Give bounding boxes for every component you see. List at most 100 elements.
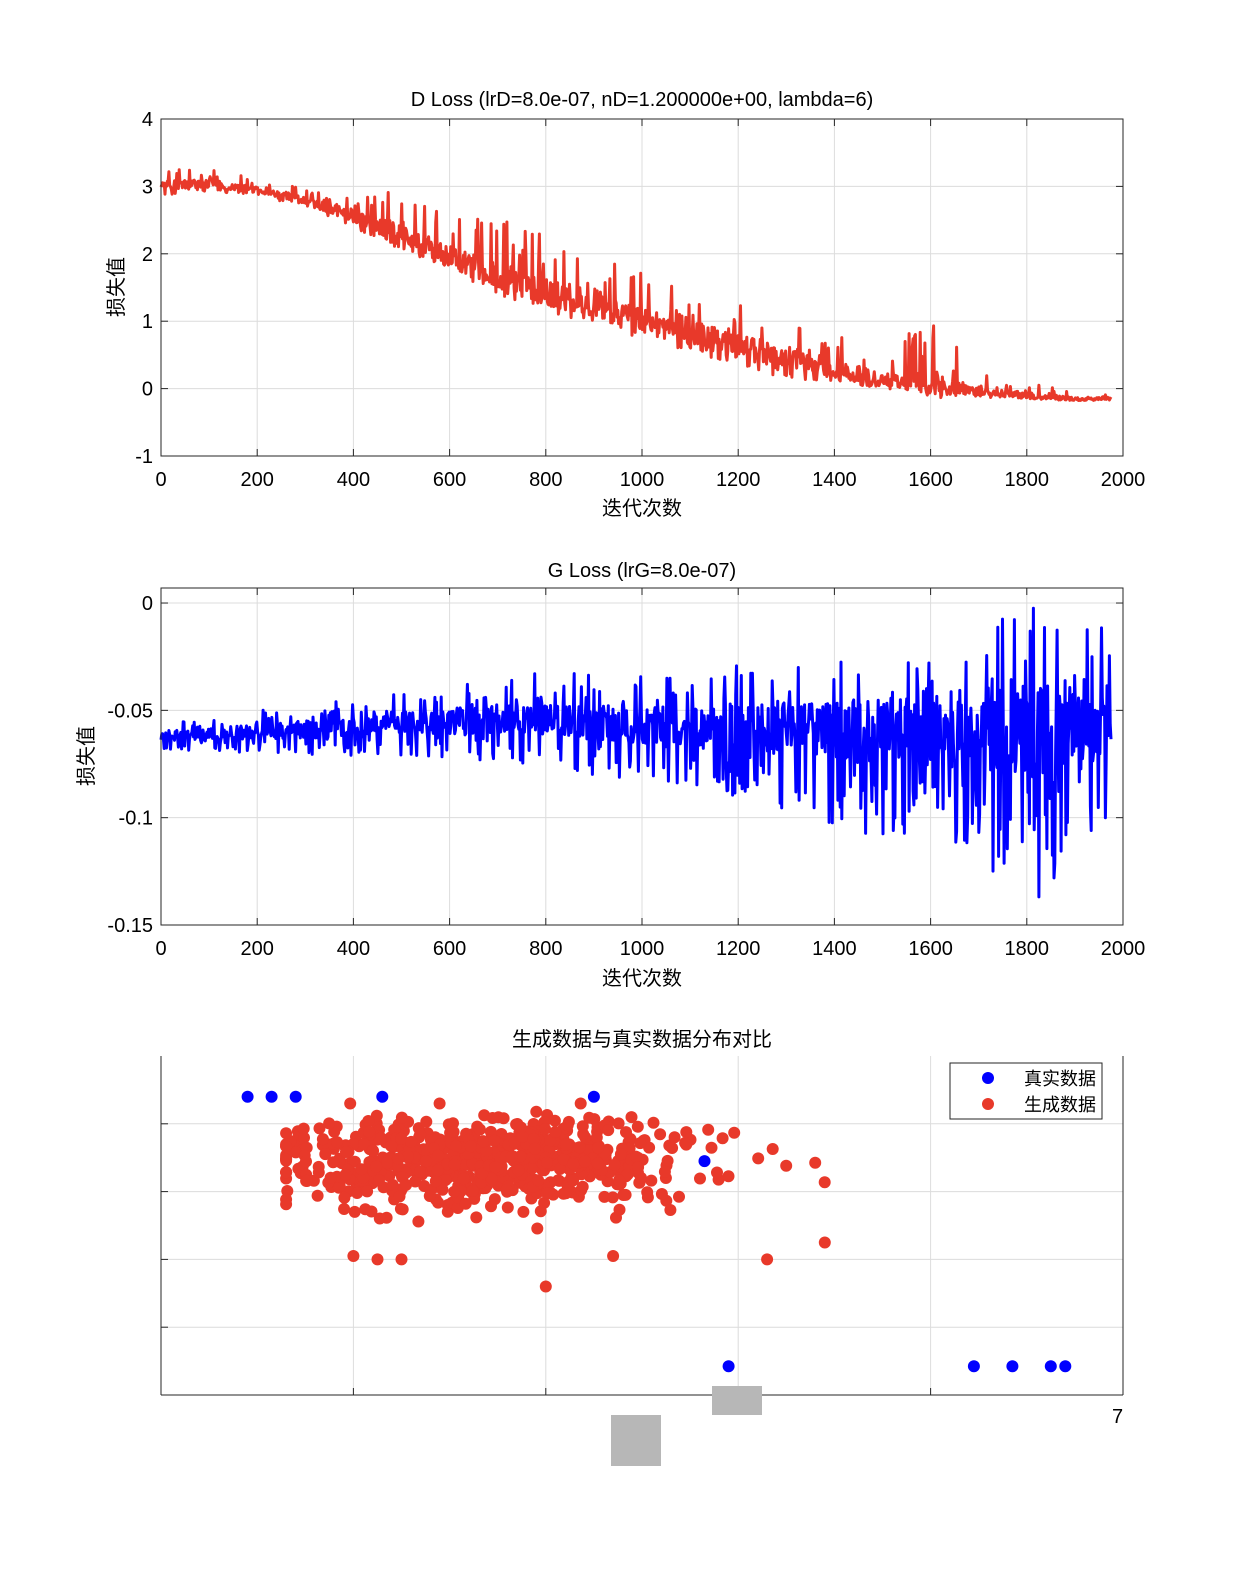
generated-point [447,1117,459,1130]
plot-frame [160,587,1124,926]
generated-point [297,1122,310,1135]
generated-point [477,1135,490,1148]
generated-point [705,1141,718,1154]
generated-point [780,1159,793,1172]
generated-point [459,1197,472,1210]
y-tick-label: 4 [142,109,153,131]
generated-point [534,1205,547,1218]
generated-point [386,1178,399,1191]
generated-point [313,1122,326,1135]
generated-point [319,1148,332,1161]
generated-point [658,1165,671,1178]
x-tick-label: 1600 [908,938,953,960]
generated-point [470,1211,483,1224]
y-axis-label: 损失值 [74,726,98,786]
generated-point [324,1171,337,1184]
generated-point [527,1133,540,1145]
generated-point [702,1123,715,1136]
generated-point [395,1132,407,1145]
generated-point [367,1144,380,1157]
y-tick-label: 0 [142,593,153,615]
x-tick-label: 0 [155,938,166,960]
real-point [241,1090,254,1103]
plot-frame [160,118,1124,457]
generated-point [514,1121,527,1134]
generated-point [280,1166,293,1179]
generated-point [370,1160,383,1173]
generated-point [327,1156,340,1169]
x-tick-label: 1000 [620,938,665,960]
generated-point [809,1156,822,1169]
generated-point [338,1203,351,1215]
generated-point [539,1280,552,1293]
generated-point [375,1132,387,1144]
generated-point [613,1174,626,1187]
generated-point [673,1190,685,1203]
y-tick-label: -0.1 [119,808,153,830]
generated-point [344,1097,357,1110]
generated-point [414,1128,427,1141]
legend-marker-real [982,1072,994,1084]
generated-point [539,1123,552,1135]
series-line [159,168,1113,402]
generated-point [312,1160,325,1173]
real-point [967,1360,980,1373]
real-point [698,1155,711,1168]
generated-point [300,1174,313,1187]
generated-point [362,1115,375,1127]
x-tick-label: 200 [241,469,274,491]
generated-point [694,1172,706,1185]
generated-point [480,1144,493,1157]
x-axis-label: 迭代次数 [602,496,682,520]
chart-title: 生成数据与真实数据分布对比 [512,1027,772,1051]
y-tick-label: 0 [142,379,153,401]
generated-point [728,1126,741,1139]
d-loss-chart: D Loss (lrD=8.0e-07, nD=1.200000e+00, la… [104,89,1145,520]
line-series-d-loss [159,168,1113,402]
real-point [289,1090,302,1103]
y-tick-labels: -0.15 -0.1 -0.05 0 [107,593,153,937]
generated-point [761,1253,774,1266]
scatter-series-generated [280,1097,831,1293]
generated-point [475,1176,488,1189]
generated-point [635,1171,647,1184]
generated-point [412,1215,425,1228]
line-series-g-loss [159,606,1113,899]
generated-point [450,1140,462,1152]
generated-point [716,1132,729,1145]
generated-point [361,1185,374,1198]
generated-point [655,1188,668,1200]
generated-point [517,1205,530,1218]
generated-point [602,1124,615,1137]
generated-point [400,1178,413,1191]
generated-point [560,1138,572,1151]
generated-point [371,1253,384,1266]
x-tick-label: 1400 [812,469,857,491]
generated-point [429,1175,442,1188]
generated-point [614,1148,627,1161]
generated-point [339,1168,352,1181]
generated-point [680,1126,693,1139]
generated-point [647,1116,660,1129]
generated-point [448,1158,461,1171]
generated-point [347,1250,360,1262]
generated-point [629,1150,642,1163]
y-axis-label: 损失值 [104,257,128,317]
g-loss-chart: G Loss (lrG=8.0e-07) 0 200 400 600 800 1000 12… [74,560,1145,990]
generated-point [620,1126,632,1139]
generated-point [333,1180,346,1192]
y-tick-label: 2 [142,244,153,266]
generated-point [381,1156,393,1169]
generated-point [661,1154,674,1167]
generated-point [532,1174,545,1187]
generated-point [395,1111,408,1124]
chart-title: G Loss (lrG=8.0e-07) [548,560,736,582]
generated-point [625,1111,638,1124]
generated-point [501,1201,514,1214]
y-tick-labels: -1 0 1 2 3 4 [135,109,153,468]
generated-point [436,1183,449,1196]
generated-point [818,1176,831,1189]
generated-point [488,1193,501,1206]
x-tick-label: 400 [337,469,370,491]
